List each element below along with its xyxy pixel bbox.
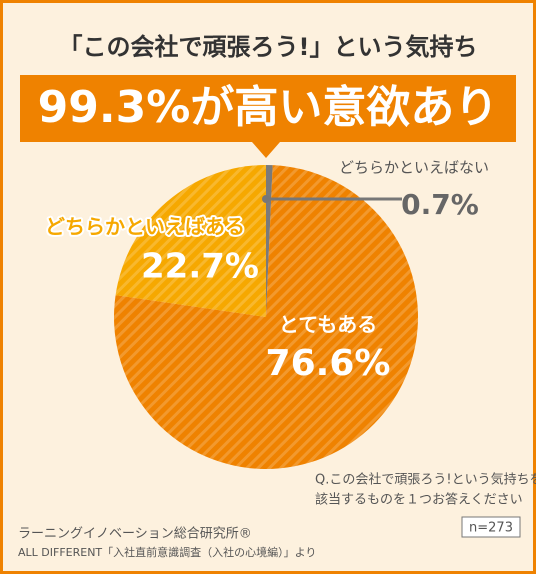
value-label: 22.7% bbox=[141, 247, 259, 287]
labels: どちらかといえばない 0.7% とてもある 76.6% どちらかといえばある 22.7% bbox=[43, 159, 489, 385]
category-label: どちらかといえばない bbox=[339, 159, 489, 177]
category-label: とてもある bbox=[279, 313, 377, 337]
sample-size: n=273 bbox=[469, 521, 513, 536]
source: ラーニングイノベーション総合研究所® bbox=[18, 527, 252, 542]
headline-banner bbox=[20, 75, 516, 158]
category-label: どちらかといえばある bbox=[45, 215, 245, 239]
pie-slice bbox=[266, 165, 273, 317]
pie bbox=[113, 165, 418, 470]
value-label: 76.6% bbox=[266, 343, 391, 384]
pie-slice bbox=[115, 165, 266, 317]
question-line: 該当するものを１つお答えください bbox=[315, 492, 523, 508]
leader-dot bbox=[262, 195, 270, 203]
sample-box bbox=[461, 516, 521, 538]
survey: ALL DIFFERENT「入社直前意識調査（入社の心境編）」より bbox=[18, 545, 316, 559]
headline: 99.3%が高い意欲あり bbox=[38, 82, 499, 133]
subtitle: 「この会社で頑張ろう!」という気持ち bbox=[59, 33, 478, 61]
value-label: 0.7% bbox=[401, 188, 479, 221]
pie-slice bbox=[113, 165, 418, 470]
question-line: Q.この会社で頑張ろう!という気持ちをどの程度お持ちですか bbox=[315, 472, 536, 488]
